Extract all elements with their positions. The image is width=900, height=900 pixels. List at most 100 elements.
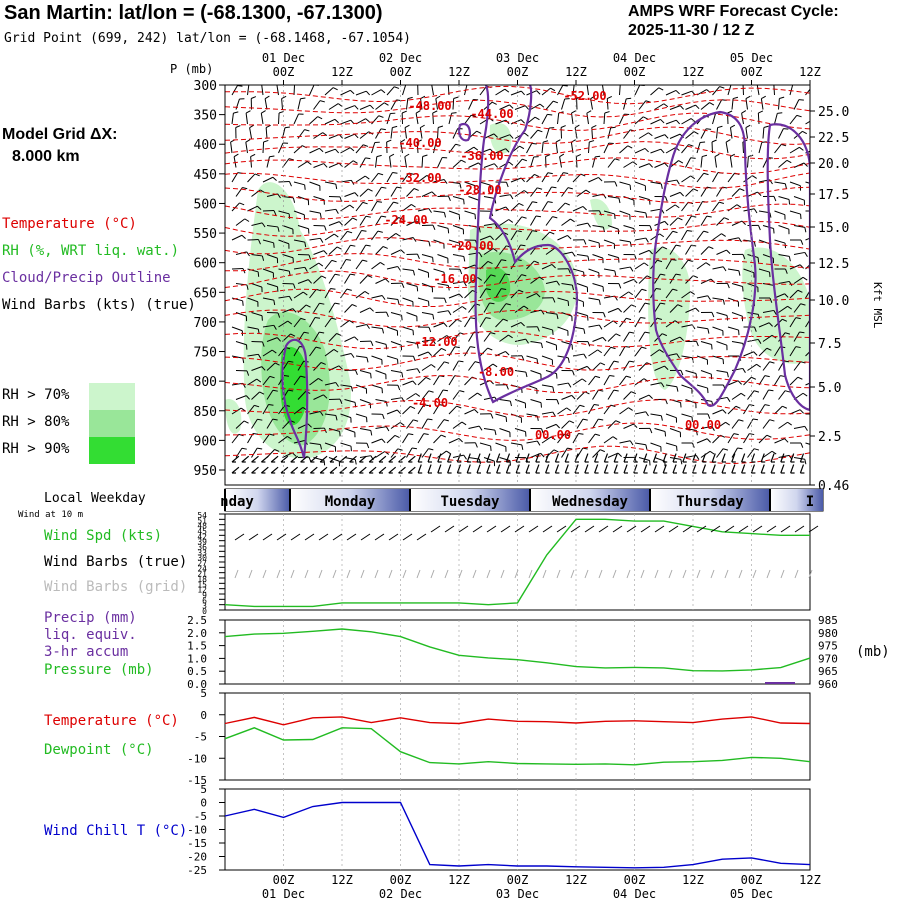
wind-barb-flag [308, 456, 312, 462]
wind-barb-flag [536, 90, 541, 95]
height-tick-label: 17.5 [818, 188, 849, 203]
wind-barb-flag [707, 413, 711, 419]
wind-barb [607, 158, 616, 168]
wind-barb [495, 318, 504, 328]
wind-barb [278, 268, 290, 272]
wind-barb-flag [686, 229, 693, 232]
wind-barb-flag [556, 399, 560, 405]
surface-barb [643, 453, 648, 463]
rh90-swatch [89, 437, 135, 464]
wind-barb-flag [784, 390, 791, 393]
wind-barb [623, 304, 632, 313]
wind-barb [448, 375, 456, 386]
wind-barb [328, 428, 340, 432]
wind-barb [712, 409, 723, 415]
wind-barb-flag [597, 349, 603, 354]
wind-barb-flag [261, 222, 266, 228]
wind-barb [293, 266, 305, 270]
wind-barb-flag [432, 314, 435, 320]
wind-barb-flag [706, 215, 712, 218]
wind-barb [654, 365, 665, 371]
wind-barb-flag [251, 96, 257, 99]
wind-barb [545, 127, 550, 139]
wind-barb [309, 289, 317, 299]
accum-label: 3-hr accum [44, 644, 129, 660]
wind-barb-flag [711, 139, 717, 143]
wind-barb [793, 251, 805, 255]
temperature-contour [225, 157, 810, 175]
wind-barb-flag [440, 434, 446, 438]
wind-barb [309, 262, 320, 270]
wind-barb [359, 275, 368, 284]
wind-barb [483, 133, 495, 139]
panel-tick-label: 5 [200, 783, 207, 796]
legend-rh90: RH > 90% [2, 441, 70, 457]
wind-barb [324, 442, 336, 448]
wind-barb [778, 454, 790, 458]
wind-barb-flag [567, 382, 572, 388]
panel-tick-label: -15 [187, 837, 207, 850]
bottom-date-label: 03 Dec [496, 887, 539, 900]
wind-barb [371, 295, 383, 299]
wind-barb [541, 87, 551, 96]
wind-barb-flag [473, 146, 479, 151]
wind-barb [607, 420, 617, 429]
wind-barb [606, 98, 609, 110]
height-ticks: 25.022.520.017.515.012.510.07.55.02.50.4… [810, 105, 849, 494]
wind-barb-flag [494, 223, 498, 229]
wind-barb-flag [277, 312, 281, 318]
wind-barb [278, 210, 290, 215]
temperature-label: -20.00 [450, 239, 493, 253]
wind-barb [592, 225, 604, 228]
wind-barb-flag [365, 215, 371, 218]
wind-barb-flag [583, 353, 587, 359]
wind-barb-flag [332, 87, 338, 91]
wind-barb-flag [442, 389, 449, 392]
wind-barb-flag [245, 110, 251, 114]
wind-barb [266, 283, 278, 288]
wind-barb [464, 290, 473, 299]
wind-barb-flag [397, 299, 400, 305]
wind-barb [541, 142, 544, 154]
wind-barb-flag [617, 308, 622, 313]
wind-barb-flag [521, 216, 527, 219]
surface-barb [721, 464, 726, 474]
pressure-tick-label: 600 [194, 257, 217, 272]
wind-barb [328, 333, 337, 342]
wind-barb-flag [518, 202, 524, 206]
wind-barb [603, 268, 615, 272]
panel-tick-label: 42 [197, 532, 207, 541]
wind-barb-flag [571, 285, 574, 291]
wind-barb [654, 162, 665, 168]
wind-barb-flag [569, 420, 575, 424]
wind-barb-flag [803, 162, 808, 167]
wind-barb-flag [319, 238, 324, 243]
wind-barb [650, 118, 661, 125]
wind-barb [731, 341, 743, 344]
surface-barb [456, 453, 462, 463]
surface-barb [741, 453, 746, 463]
wind-barb [265, 127, 268, 139]
wind-barb-flag [323, 163, 328, 168]
wind-barb-flag [547, 201, 553, 203]
wind-barb-flag [795, 317, 801, 320]
surface-barb [427, 464, 432, 474]
wind-barb [638, 275, 648, 284]
wind-barb [665, 204, 676, 212]
surface-barb [368, 466, 377, 474]
wind-barb [324, 382, 336, 386]
surface-barb [652, 464, 658, 474]
wind-barb [328, 221, 340, 226]
wind-barb [510, 442, 522, 446]
wind-barb [619, 440, 631, 444]
wind-barb-flag [706, 128, 712, 130]
wind-barb [743, 351, 754, 357]
wind-barb [607, 225, 619, 230]
wind-barb-flag [383, 102, 389, 106]
true-barb [486, 525, 497, 533]
surface-barb [300, 466, 308, 474]
rh70-region [648, 247, 690, 390]
wind-barb-flag [354, 459, 357, 465]
wind-barb-flag [614, 158, 620, 161]
wind-barb [390, 370, 402, 373]
